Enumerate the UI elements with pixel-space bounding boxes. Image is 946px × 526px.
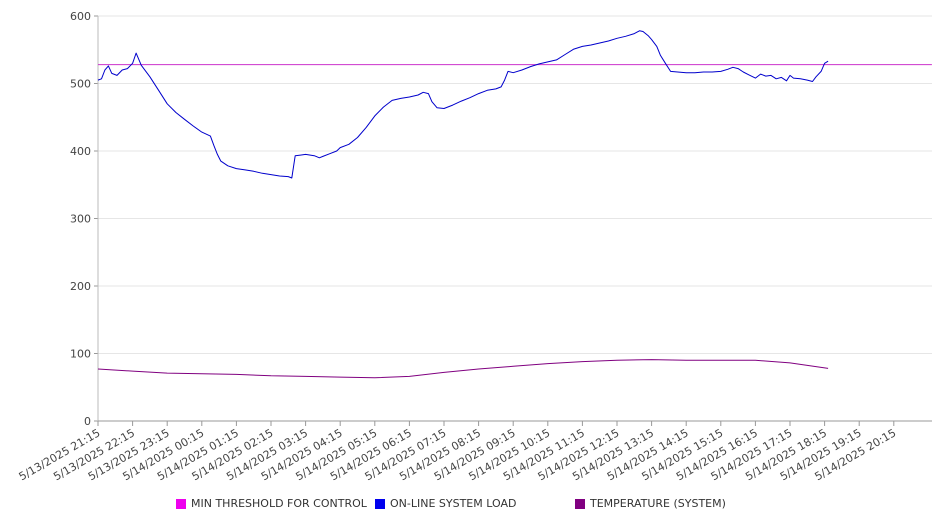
legend-swatch-temperature	[575, 498, 585, 509]
online-system-load-line	[97, 30, 829, 179]
legend-swatch-min-threshold	[176, 498, 186, 509]
grid-lines	[98, 15, 932, 422]
legend: MIN THRESHOLD FOR CONTROL ON-LINE SYSTEM…	[0, 497, 946, 515]
y-tick-label: 100	[70, 348, 91, 361]
legend-label-min-threshold: MIN THRESHOLD FOR CONTROL	[191, 497, 367, 510]
y-tick-label: 200	[70, 280, 91, 293]
legend-item-temperature[interactable]: TEMPERATURE (SYSTEM)	[575, 497, 726, 510]
y-axis: 0 100 200 300 400 500 600	[70, 10, 99, 428]
legend-label-temperature: TEMPERATURE (SYSTEM)	[590, 497, 726, 510]
legend-item-online-system-load[interactable]: ON-LINE SYSTEM LOAD	[375, 497, 516, 510]
y-tick-label: 0	[84, 415, 91, 428]
y-tick-label: 300	[70, 213, 91, 226]
temperature-line	[97, 359, 829, 379]
legend-label-online-system-load: ON-LINE SYSTEM LOAD	[390, 497, 517, 510]
legend-swatch-online-system-load	[375, 498, 385, 509]
series-lines	[97, 30, 932, 379]
y-tick-label: 600	[70, 10, 91, 23]
y-tick-label: 500	[70, 78, 91, 91]
legend-item-min-threshold[interactable]: MIN THRESHOLD FOR CONTROL	[176, 497, 367, 510]
x-axis: 5/13/2025 21:155/13/2025 22:155/13/2025 …	[17, 420, 932, 483]
line-chart: 0 100 200 300 400 500 600 5/13/2025 21:155/13/…	[17, 10, 932, 483]
y-tick-label: 400	[70, 145, 91, 158]
